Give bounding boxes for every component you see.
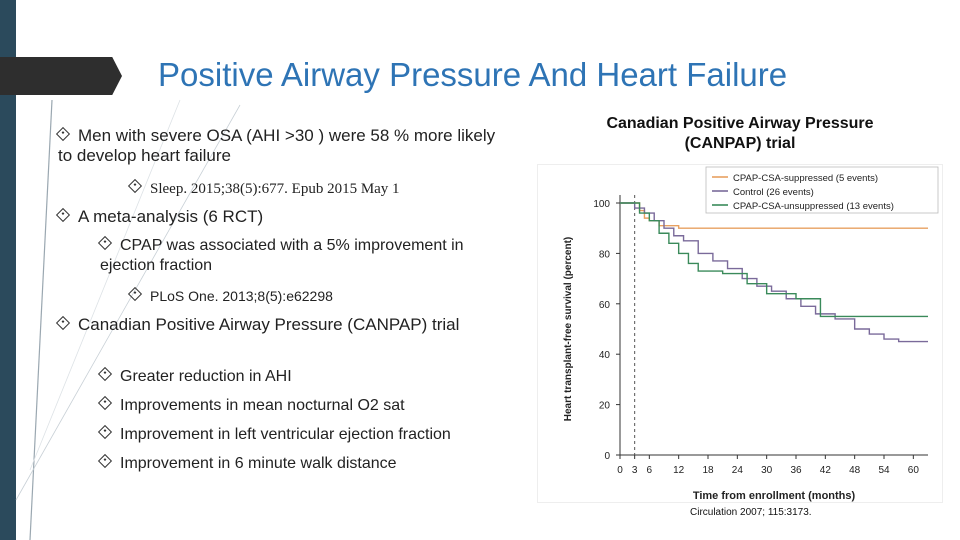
diamond-bullet-icon: [97, 366, 113, 382]
diamond-bullet-icon: [97, 395, 113, 411]
diamond-bullet-icon: [97, 424, 113, 440]
bullet-text: Improvement in left ventricular ejection…: [120, 426, 451, 443]
bullet-text: Canadian Positive Airway Pressure (CANPA…: [78, 315, 460, 334]
bullet-item: Improvements in mean nocturnal O2 sat: [97, 395, 405, 416]
bullet-text: Greater reduction in AHI: [120, 368, 292, 385]
citation: Circulation 2007; 115:3173.: [690, 507, 812, 518]
diamond-bullet-icon: [55, 315, 71, 331]
slide-title: Positive Airway Pressure And Heart Failu…: [158, 56, 788, 93]
x-axis-label: Time from enrollment (months): [693, 490, 856, 502]
x-tick-label: 6: [647, 465, 653, 476]
x-tick-label: 60: [908, 465, 920, 476]
bullet-item: Men with severe OSA (AHI >30 ) were 58 %…: [55, 126, 498, 166]
x-tick-label: 42: [820, 465, 832, 476]
x-tick-label: 0: [617, 465, 623, 476]
x-tick-label: 54: [878, 465, 890, 476]
bullet-text: Sleep. 2015;38(5):677. Epub 2015 May 1: [150, 181, 400, 197]
bullet-text: Men with severe OSA (AHI >30 ) were 58 %…: [58, 126, 496, 165]
diamond-bullet-icon: [55, 207, 71, 223]
y-tick-label: 80: [599, 249, 611, 260]
bullet-text: CPAP was associated with a 5% improvemen…: [100, 237, 464, 274]
y-tick-label: 60: [599, 300, 611, 311]
x-tick-label: 24: [732, 465, 744, 476]
legend-entry-2: CPAP-CSA-unsuppressed (13 events): [733, 201, 894, 212]
legend-box: [705, 166, 939, 214]
diamond-bullet-icon: [97, 453, 113, 469]
x-tick-label: 48: [849, 465, 861, 476]
y-tick-label: 20: [599, 401, 611, 412]
bullet-text: Improvements in mean nocturnal O2 sat: [120, 397, 405, 414]
diamond-bullet-icon: [97, 235, 113, 251]
bullet-item: A meta-analysis (6 RCT): [55, 207, 264, 227]
bullet-item: Canadian Positive Airway Pressure (CANPA…: [55, 315, 518, 335]
left-sidebar-strip: [0, 0, 16, 540]
x-tick-label: 18: [702, 465, 714, 476]
y-tick-label: 100: [593, 199, 610, 210]
bullet-item: CPAP was associated with a 5% improvemen…: [97, 235, 520, 276]
series-line-2: [620, 202, 928, 318]
bullet-text: Improvement in 6 minute walk distance: [120, 455, 397, 472]
diamond-bullet-icon: [127, 286, 143, 302]
x-tick-label: 3: [632, 465, 638, 476]
bullet-item: Greater reduction in AHI: [97, 366, 292, 387]
bullet-item: PLoS One. 2013;8(5):e62298: [127, 286, 333, 306]
bullet-item: Sleep. 2015;38(5):677. Epub 2015 May 1: [127, 178, 400, 199]
legend-entry-0: CPAP-CSA-suppressed (5 events): [733, 173, 878, 184]
y-axis-label: Heart transplant-free survival (percent): [563, 237, 574, 422]
x-tick-label: 36: [790, 465, 802, 476]
y-tick-label: 0: [604, 451, 610, 462]
survival-chart: 0 20 40 60 80 100 0 3 6 12 18 24 30 36 42 48 54 60 Time fr…: [538, 165, 942, 502]
x-tick-label: 12: [673, 465, 685, 476]
bullet-item: Improvement in left ventricular ejection…: [97, 424, 451, 445]
title-tab-shape: [0, 57, 122, 95]
y-tick-label: 40: [599, 350, 611, 361]
chart-heading: Canadian Positive Airway Pressure (CANPA…: [606, 115, 874, 152]
legend-entry-1: Control (26 events): [733, 187, 814, 198]
x-tick-label: 30: [761, 465, 773, 476]
bullet-item: Improvement in 6 minute walk distance: [97, 453, 397, 474]
bullet-text: PLoS One. 2013;8(5):e62298: [150, 288, 333, 304]
bullet-text: A meta-analysis (6 RCT): [78, 207, 264, 226]
diamond-bullet-icon: [55, 126, 71, 142]
series-line-1: [620, 202, 928, 343]
diamond-bullet-icon: [127, 178, 143, 194]
